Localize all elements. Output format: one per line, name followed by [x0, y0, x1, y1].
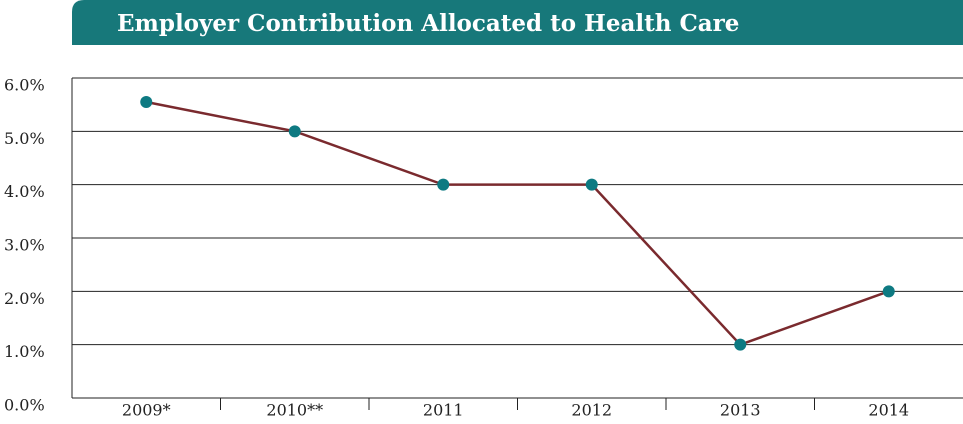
data-point: [734, 338, 747, 351]
data-point: [585, 178, 598, 191]
data-point: [140, 96, 153, 108]
x-tick-label: 2013: [720, 401, 761, 420]
y-tick-label: 1.0%: [4, 342, 45, 361]
x-tick-label: 2009*: [122, 401, 171, 420]
y-tick-label: 2.0%: [4, 289, 45, 308]
data-point: [882, 285, 895, 298]
title-banner: [72, 0, 963, 45]
series-line: [146, 100, 890, 347]
x-tick-label: 2011: [423, 401, 464, 420]
x-tick-label: 2014: [868, 401, 909, 420]
y-tick-label: 5.0%: [4, 129, 45, 148]
y-tick-label: 4.0%: [4, 182, 45, 201]
chart-title: Employer Contribution Allocated to Healt…: [117, 10, 739, 37]
x-tick-label: 2010**: [266, 401, 323, 420]
y-tick-label: 3.0%: [4, 236, 45, 255]
x-tick-label: 2012: [571, 401, 612, 420]
data-point: [288, 125, 301, 138]
y-tick-label: 0.0%: [4, 396, 45, 415]
y-tick-label: 6.0%: [4, 76, 45, 95]
data-point: [437, 178, 450, 191]
